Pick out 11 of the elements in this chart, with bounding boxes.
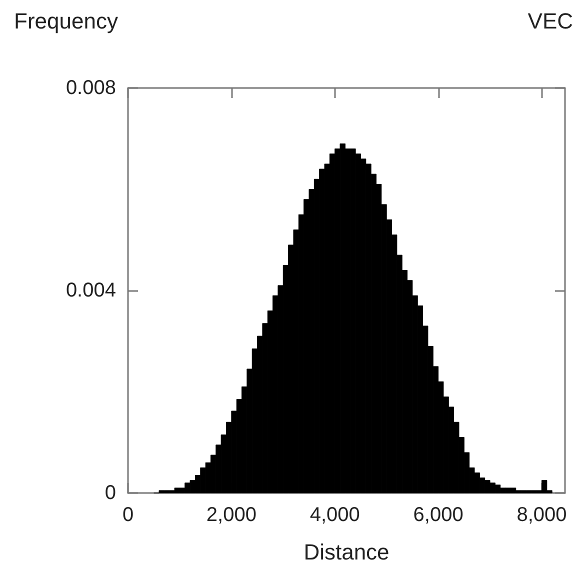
x-tick-label: 4,000 (310, 504, 360, 526)
x-tick-label: 8,000 (516, 504, 567, 526)
y-tick-label: 0.008 (66, 77, 116, 99)
text: VEC (528, 8, 574, 34)
y-axis-title: Frequency (14, 8, 118, 34)
y-tick-label: 0 (104, 482, 116, 504)
y-tick-label: 0.004 (66, 280, 116, 302)
x-tick-label: 2,000 (206, 504, 256, 526)
x-axis-title: Distance (304, 540, 390, 564)
x-tick-label: 0 (122, 504, 134, 526)
x-tick-label: 6,000 (413, 504, 464, 526)
